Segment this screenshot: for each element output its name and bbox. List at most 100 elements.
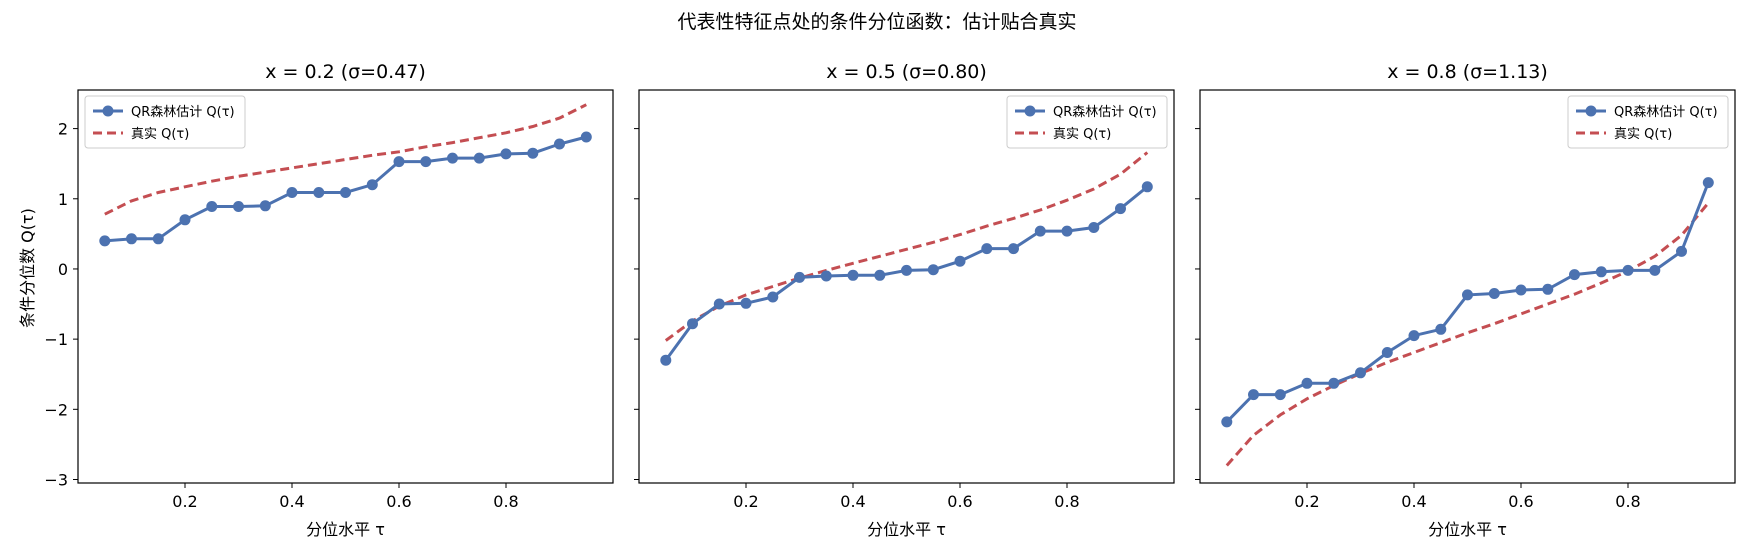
estimate-point	[500, 148, 512, 160]
estimate-point	[847, 269, 859, 281]
estimate-point	[1088, 222, 1100, 233]
estimate-point	[874, 269, 886, 281]
legend-box	[1567, 95, 1729, 149]
subplot-title: x = 0.2 (σ=0.47)	[265, 61, 426, 83]
legend-true-label: 真实 Q(τ)	[1053, 127, 1111, 142]
x-tick-label: 0.8	[493, 492, 518, 511]
estimate-point	[794, 271, 805, 283]
estimate-point	[340, 187, 351, 198]
estimate-point	[1301, 377, 1313, 389]
estimate-point	[1381, 347, 1393, 358]
estimate-point	[1008, 243, 1019, 255]
subplot-2: x = 0.5 (σ=0.80) 0.2 0.4 0.6 0.8 分位水平 τ QR森林估计…	[634, 61, 1175, 539]
estimate-point	[1569, 269, 1580, 281]
estimate-point	[1542, 283, 1554, 295]
estimate-point	[259, 200, 271, 212]
estimate-point	[1221, 416, 1233, 428]
x-tick-label: 0.2	[1294, 492, 1319, 511]
estimate-point	[473, 152, 485, 164]
estimate-point	[1355, 367, 1366, 379]
legend-estimate-marker	[1024, 105, 1036, 117]
estimate-point	[1515, 284, 1527, 296]
x-tick-label: 0.8	[1615, 492, 1640, 511]
estimate-point	[447, 152, 458, 164]
y-tick-label: 0	[58, 260, 68, 279]
estimate-point	[554, 138, 565, 150]
estimate-point	[420, 156, 432, 168]
x-axis-label: 分位水平 τ	[867, 520, 946, 539]
estimate-point	[767, 291, 779, 303]
estimate-point	[152, 233, 164, 245]
subplot-panels: x = 0.2 (σ=0.47) 0.2 0.4 0.6 0.8 −3 −2 −1 0 1 2 分位水…	[44, 61, 1736, 539]
plot-frame	[77, 89, 614, 484]
estimate-point	[1408, 330, 1420, 342]
x-axis-label: 分位水平 τ	[1428, 520, 1507, 539]
plot-frame	[1199, 89, 1736, 484]
estimate-point	[99, 235, 111, 247]
estimate-point	[1702, 177, 1714, 189]
subplot-title: x = 0.5 (σ=0.80)	[826, 61, 987, 83]
legend-estimate-marker	[1585, 105, 1597, 117]
estimate-point	[740, 297, 752, 309]
legend-estimate-label: QR森林估计 Q(τ)	[131, 105, 235, 120]
estimate-point	[820, 270, 832, 282]
true-quantile-line	[104, 103, 587, 216]
x-tick-label: 0.8	[1054, 492, 1079, 511]
estimate-line	[1225, 182, 1710, 423]
x-tick-label: 0.6	[947, 492, 972, 511]
x-tick-label: 0.6	[386, 492, 411, 511]
estimate-point	[286, 187, 298, 198]
estimate-point	[1274, 389, 1286, 401]
x-tick-label: 0.2	[172, 492, 197, 511]
estimate-point	[687, 318, 698, 330]
estimate-point	[1595, 266, 1607, 278]
estimate-point	[233, 201, 244, 212]
estimate-point	[713, 298, 725, 310]
plot-frame	[638, 89, 1175, 484]
estimate-point	[1462, 289, 1473, 301]
legend-box	[1006, 95, 1168, 149]
legend-estimate-label: QR森林估计 Q(τ)	[1614, 105, 1718, 120]
estimate-point	[901, 264, 912, 276]
estimate-point	[206, 201, 218, 212]
estimate-point	[1328, 377, 1340, 389]
y-tick-label: 2	[58, 120, 68, 139]
subplot-title: x = 0.8 (σ=1.13)	[1387, 61, 1548, 83]
y-tick-label: −3	[44, 470, 68, 489]
y-tick-label: 1	[58, 190, 68, 209]
estimate-point	[179, 214, 191, 226]
estimate-point	[126, 233, 137, 245]
estimate-point	[580, 131, 592, 143]
figure-suptitle: 代表性特征点处的条件分位函数：估计贴合真实	[677, 11, 1076, 33]
true-quantile-line	[1225, 202, 1710, 467]
estimate-point	[1488, 288, 1500, 299]
estimate-point	[527, 147, 539, 159]
estimate-point	[366, 179, 378, 191]
estimate-point	[1676, 245, 1687, 257]
estimate-point	[981, 243, 993, 255]
true-quantile-line	[664, 151, 1149, 342]
legend-box	[84, 95, 246, 149]
x-tick-label: 0.2	[733, 492, 758, 511]
estimate-point	[1034, 225, 1046, 237]
estimate-point	[1649, 264, 1661, 276]
legend-true-label: 真实 Q(τ)	[131, 127, 189, 142]
estimate-point	[1622, 264, 1634, 276]
estimate-point	[927, 264, 939, 276]
estimate-point	[393, 156, 405, 168]
estimate-point	[1115, 203, 1126, 215]
legend-estimate-label: QR森林估计 Q(τ)	[1053, 105, 1157, 120]
subplot-1: x = 0.2 (σ=0.47) 0.2 0.4 0.6 0.8 −3 −2 −1 0 1 2 分位水…	[44, 61, 614, 539]
y-tick-label: −1	[44, 330, 68, 349]
x-tick-label: 0.4	[1401, 492, 1426, 511]
y-tick-label: −2	[44, 400, 68, 419]
estimate-point	[1061, 225, 1073, 237]
subplot-3: x = 0.8 (σ=1.13) 0.2 0.4 0.6 0.8 分位水平 τ QR森林估计…	[1195, 61, 1736, 539]
x-axis-label: 分位水平 τ	[306, 520, 385, 539]
estimate-point	[660, 354, 672, 366]
x-tick-label: 0.4	[840, 492, 865, 511]
legend-estimate-marker	[102, 105, 114, 117]
estimate-point	[1141, 181, 1153, 193]
y-axis-label: 条件分位数 Q(τ)	[18, 208, 37, 328]
